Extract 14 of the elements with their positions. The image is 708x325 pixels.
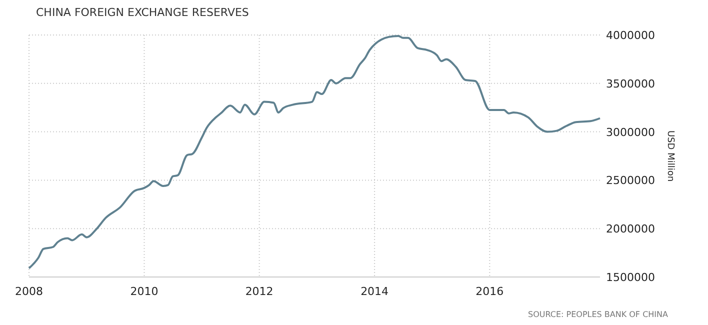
y-tick-label: 2500000 [606, 174, 655, 188]
y-axis-title: USD Million [665, 130, 675, 182]
y-tick-label: 3500000 [606, 77, 655, 90]
x-tick-label: 2016 [476, 285, 504, 298]
y-tick-label: 3000000 [606, 126, 655, 139]
x-tick-label: 2014 [360, 285, 389, 298]
x-tick-label: 2008 [15, 285, 43, 298]
chart-title: CHINA FOREIGN EXCHANGE RESERVES [36, 6, 249, 19]
y-tick-label: 4000000 [606, 29, 655, 42]
x-tick-label: 2012 [245, 285, 274, 298]
y-tick-label: 1500000 [606, 271, 655, 284]
y-tick-label: 2000000 [606, 222, 655, 236]
x-tick-label: 2010 [130, 285, 158, 298]
source-note: SOURCE: PEOPLES BANK OF CHINA [528, 310, 669, 319]
